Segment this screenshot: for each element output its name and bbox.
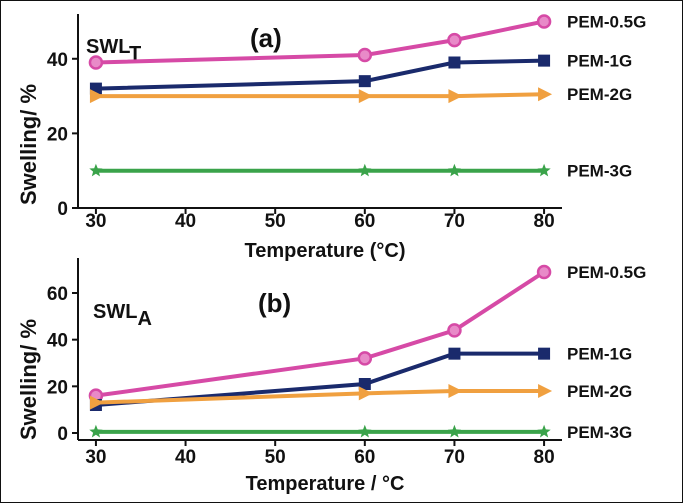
data-point-PEM-2G (89, 395, 104, 410)
y-tick-label: 40 (47, 50, 68, 71)
x-tick-label: 60 (354, 211, 375, 232)
data-point-PEM-2G (538, 384, 553, 398)
series-label-PEM-2G: PEM-2G (567, 85, 632, 104)
x-tick-label: 40 (175, 447, 196, 468)
x-tick-label: 30 (85, 447, 106, 468)
panel-b-tag-sub: A (137, 308, 151, 330)
data-point-PEM-3G (447, 163, 462, 177)
y-tick-label: 20 (47, 377, 68, 398)
panel-b-ylabel: Swelling/ % (16, 319, 41, 440)
series-label-PEM-0.5G: PEM-0.5G (567, 12, 646, 31)
panel-b-xlabel: Temperature / °C (246, 473, 405, 495)
y-tick-label: 40 (47, 331, 68, 352)
data-point-PEM-0.5G (536, 14, 552, 29)
data-point-PEM-1G (538, 54, 551, 67)
data-point-PEM-0.5G (88, 55, 104, 70)
x-tick-label: 70 (444, 447, 465, 468)
data-point-PEM-2G (358, 89, 373, 104)
data-point-PEM-2G (538, 87, 553, 102)
data-point-PEM-0.5G (447, 32, 462, 48)
series-line-PEM-1G (95, 351, 545, 407)
x-tick-label: 80 (534, 447, 555, 468)
series-label-PEM-3G: PEM-3G (567, 162, 632, 181)
y-tick-label: 0 (57, 424, 68, 445)
data-point-PEM-1G (358, 378, 371, 390)
data-point-PEM-1G (448, 347, 461, 360)
data-point-PEM-1G (448, 56, 461, 69)
series-line-PEM-2G (95, 92, 545, 99)
panel-a-label: (a) (250, 23, 282, 53)
panel-a-ylabel: Swelling/ % (16, 84, 41, 205)
data-point-PEM-0.5G (357, 351, 373, 366)
series-line-PEM-0.5G (95, 19, 545, 65)
x-tick-label: 50 (265, 211, 286, 232)
x-tick-label: 30 (85, 211, 106, 232)
data-point-PEM-0.5G (536, 264, 552, 280)
x-tick-label: 50 (265, 447, 286, 468)
panel-a: (a) SWLT Temperature (°C) 30 40 50 60 70 8002… (47, 12, 647, 262)
panel-a-tag-main: SWL (86, 36, 130, 58)
series-line-PEM-1G (95, 58, 545, 91)
x-tick-label: 60 (354, 447, 375, 468)
panel-b-tag-main: SWL (93, 301, 137, 323)
data-point-PEM-0.5G (447, 323, 462, 338)
data-point-PEM-3G (358, 424, 372, 438)
panel-a-xlabel: Temperature (°C) (245, 240, 406, 262)
series-label-PEM-2G: PEM-2G (567, 382, 632, 401)
panel-b-label: (b) (258, 288, 291, 318)
series-line-PEM-0.5G (95, 270, 546, 398)
data-point-PEM-3G (89, 424, 103, 438)
series-label-PEM-1G: PEM-1G (567, 345, 632, 364)
series-line-PEM-2G (95, 389, 545, 405)
x-tick-label: 80 (534, 211, 555, 232)
data-point-PEM-3G (537, 163, 551, 177)
data-point-PEM-1G (538, 347, 551, 360)
series-label-PEM-1G: PEM-1G (567, 52, 632, 71)
data-point-PEM-1G (358, 75, 371, 88)
data-point-PEM-3G (447, 424, 462, 438)
y-tick-label: 20 (47, 124, 68, 145)
y-tick-label: 0 (57, 199, 68, 220)
x-tick-label: 70 (444, 211, 465, 232)
data-point-PEM-2G (448, 89, 463, 104)
data-point-PEM-3G (537, 424, 551, 438)
series-label-PEM-3G: PEM-3G (567, 423, 632, 442)
data-point-PEM-2G (358, 386, 373, 401)
data-point-PEM-2G (89, 89, 104, 104)
x-tick-label: 40 (175, 211, 196, 232)
panel-b: (b) SWLA Temperature / °C 30 40 50 60 70 80 0 2… (47, 258, 646, 495)
series-label-PEM-0.5G: PEM-0.5G (567, 263, 646, 282)
data-point-PEM-3G (89, 163, 103, 177)
y-tick-label: 60 (47, 284, 68, 305)
data-point-PEM-3G (358, 163, 372, 177)
panel-b-tag: SWLA (93, 301, 152, 330)
data-point-PEM-0.5G (357, 47, 373, 63)
data-point-PEM-2G (448, 384, 463, 398)
